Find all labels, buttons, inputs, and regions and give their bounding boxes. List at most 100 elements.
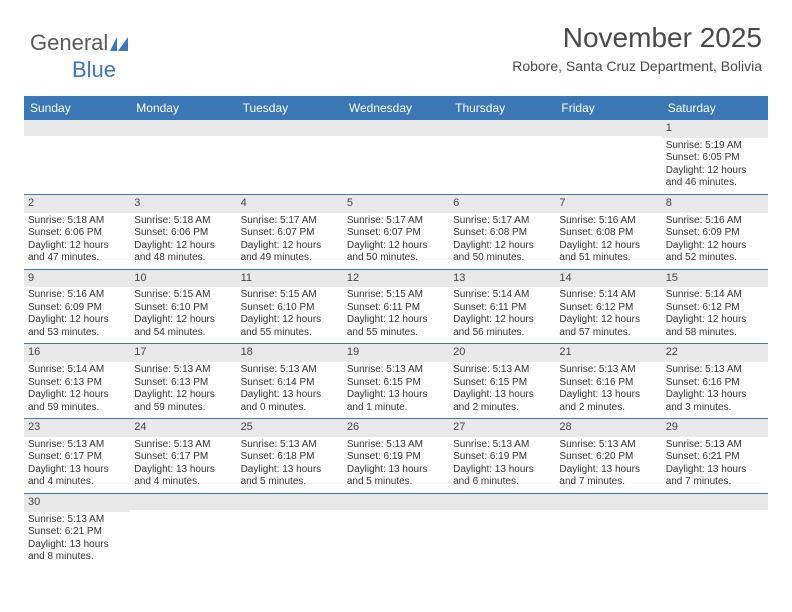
calendar-cell: 9Sunrise: 5:16 AMSunset: 6:09 PMDaylight… [24,270,130,344]
sunset-text: Sunset: 6:21 PM [666,451,764,464]
week-row: 23Sunrise: 5:13 AMSunset: 6:17 PMDayligh… [24,419,768,494]
day-number: 11 [237,270,343,288]
day-number: 12 [343,270,449,288]
calendar-cell: 15Sunrise: 5:14 AMSunset: 6:12 PMDayligh… [662,270,768,344]
daylight-text: Daylight: 13 hours and 4 minutes. [134,464,232,489]
sunrise-text: Sunrise: 5:15 AM [241,289,339,302]
week-row: 30Sunrise: 5:13 AMSunset: 6:21 PMDayligh… [24,494,768,568]
sunrise-text: Sunrise: 5:17 AM [241,215,339,228]
calendar-cell: 17Sunrise: 5:13 AMSunset: 6:13 PMDayligh… [130,344,236,418]
calendar-cell: 11Sunrise: 5:15 AMSunset: 6:10 PMDayligh… [237,270,343,344]
daylight-text: Daylight: 13 hours and 8 minutes. [28,539,126,564]
day-number: 28 [555,419,661,437]
calendar-cell: 28Sunrise: 5:13 AMSunset: 6:20 PMDayligh… [555,419,661,493]
day-number: 17 [130,344,236,362]
day-number: 14 [555,270,661,288]
day-number: 8 [662,195,768,213]
page-title: November 2025 [512,22,762,54]
sunset-text: Sunset: 6:09 PM [666,227,764,240]
daylight-text: Daylight: 12 hours and 57 minutes. [559,314,657,339]
calendar-cell: 4Sunrise: 5:17 AMSunset: 6:07 PMDaylight… [237,195,343,269]
daylight-text: Daylight: 13 hours and 4 minutes. [28,464,126,489]
daylight-text: Daylight: 12 hours and 54 minutes. [134,314,232,339]
sunset-text: Sunset: 6:08 PM [453,227,551,240]
sunset-text: Sunset: 6:06 PM [134,227,232,240]
sunrise-text: Sunrise: 5:17 AM [347,215,445,228]
calendar-cell: 3Sunrise: 5:18 AMSunset: 6:06 PMDaylight… [130,195,236,269]
day-number: 27 [449,419,555,437]
day-header-wed: Wednesday [343,96,449,120]
calendar-cell [24,120,130,194]
daylight-text: Daylight: 13 hours and 1 minute. [347,389,445,414]
calendar-cell: 14Sunrise: 5:14 AMSunset: 6:12 PMDayligh… [555,270,661,344]
day-header-sun: Sunday [24,96,130,120]
calendar-cell [555,120,661,194]
day-number: 30 [24,494,130,512]
daylight-text: Daylight: 12 hours and 55 minutes. [347,314,445,339]
calendar-cell: 19Sunrise: 5:13 AMSunset: 6:15 PMDayligh… [343,344,449,418]
sunrise-text: Sunrise: 5:15 AM [347,289,445,302]
sunrise-text: Sunrise: 5:13 AM [28,514,126,527]
day-number: 24 [130,419,236,437]
sunrise-text: Sunrise: 5:13 AM [28,439,126,452]
sunrise-text: Sunrise: 5:15 AM [134,289,232,302]
day-number [130,494,236,510]
week-row: 2Sunrise: 5:18 AMSunset: 6:06 PMDaylight… [24,195,768,270]
flag-icon [110,31,132,57]
day-number: 18 [237,344,343,362]
day-number [343,120,449,136]
daylight-text: Daylight: 13 hours and 2 minutes. [559,389,657,414]
daylight-text: Daylight: 12 hours and 46 minutes. [666,165,764,190]
day-number [237,120,343,136]
logo-text-1: General [30,30,108,55]
calendar-cell: 8Sunrise: 5:16 AMSunset: 6:09 PMDaylight… [662,195,768,269]
calendar-cell [130,120,236,194]
sunset-text: Sunset: 6:15 PM [347,377,445,390]
sunset-text: Sunset: 6:09 PM [28,302,126,315]
day-header-mon: Monday [130,96,236,120]
daylight-text: Daylight: 12 hours and 56 minutes. [453,314,551,339]
calendar-cell [343,494,449,568]
sunrise-text: Sunrise: 5:17 AM [453,215,551,228]
calendar-cell [555,494,661,568]
logo-text-2: Blue [30,57,116,82]
sunset-text: Sunset: 6:07 PM [241,227,339,240]
daylight-text: Daylight: 13 hours and 5 minutes. [347,464,445,489]
sunrise-text: Sunrise: 5:14 AM [453,289,551,302]
sunset-text: Sunset: 6:13 PM [134,377,232,390]
day-number: 20 [449,344,555,362]
calendar-cell [237,494,343,568]
header: November 2025 Robore, Santa Cruz Departm… [512,22,762,74]
day-number: 9 [24,270,130,288]
day-header-sat: Saturday [662,96,768,120]
sunset-text: Sunset: 6:05 PM [666,152,764,165]
day-number [24,120,130,136]
day-number [449,120,555,136]
calendar-cell: 18Sunrise: 5:13 AMSunset: 6:14 PMDayligh… [237,344,343,418]
daylight-text: Daylight: 13 hours and 0 minutes. [241,389,339,414]
day-header-row: Sunday Monday Tuesday Wednesday Thursday… [24,96,768,120]
sunrise-text: Sunrise: 5:13 AM [559,364,657,377]
sunrise-text: Sunrise: 5:18 AM [28,215,126,228]
daylight-text: Daylight: 13 hours and 6 minutes. [453,464,551,489]
day-number: 1 [662,120,768,138]
logo: General Blue [30,30,132,83]
sunset-text: Sunset: 6:16 PM [666,377,764,390]
sunrise-text: Sunrise: 5:13 AM [134,439,232,452]
calendar-cell: 10Sunrise: 5:15 AMSunset: 6:10 PMDayligh… [130,270,236,344]
sunset-text: Sunset: 6:19 PM [347,451,445,464]
sunrise-text: Sunrise: 5:14 AM [559,289,657,302]
sunrise-text: Sunrise: 5:13 AM [347,439,445,452]
day-number: 4 [237,195,343,213]
day-number: 21 [555,344,661,362]
sunrise-text: Sunrise: 5:18 AM [134,215,232,228]
sunrise-text: Sunrise: 5:14 AM [28,364,126,377]
sunset-text: Sunset: 6:17 PM [134,451,232,464]
sunrise-text: Sunrise: 5:16 AM [28,289,126,302]
daylight-text: Daylight: 13 hours and 5 minutes. [241,464,339,489]
sunrise-text: Sunrise: 5:13 AM [666,439,764,452]
calendar-cell [237,120,343,194]
sunrise-text: Sunrise: 5:14 AM [666,289,764,302]
week-row: 16Sunrise: 5:14 AMSunset: 6:13 PMDayligh… [24,344,768,419]
sunset-text: Sunset: 6:18 PM [241,451,339,464]
